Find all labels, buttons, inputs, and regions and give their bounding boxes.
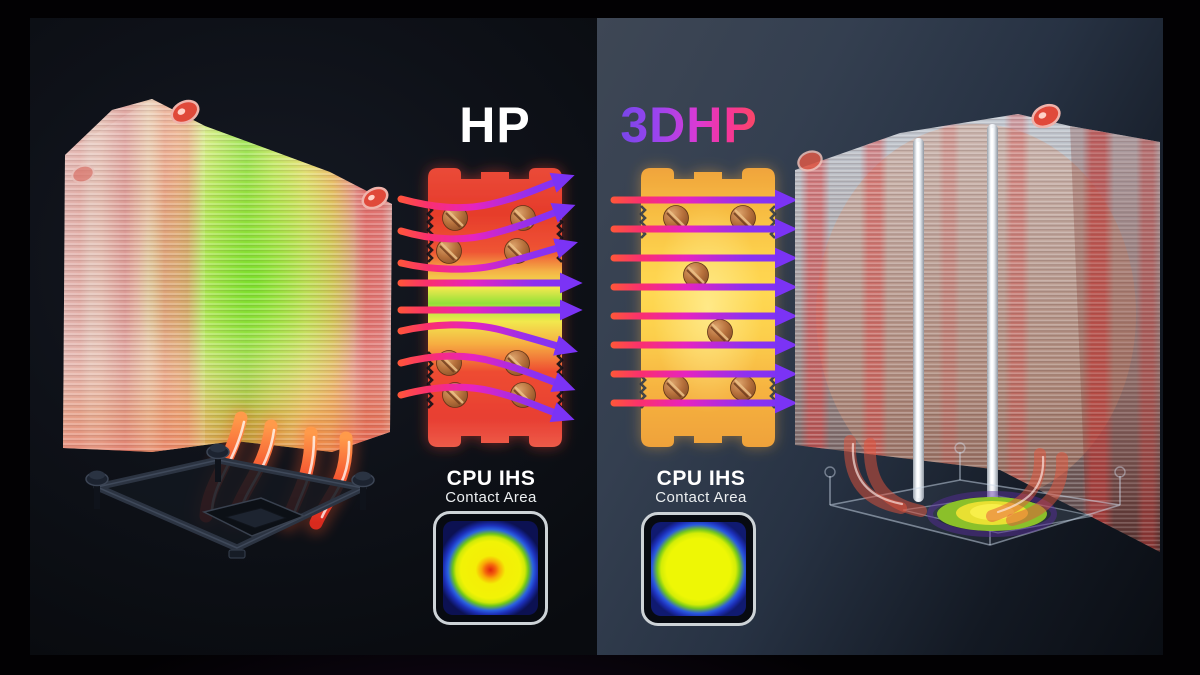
bracket-screws: [85, 443, 375, 559]
copper-pipe-cross-sections-3dhp: [663, 205, 756, 401]
cooler-render-3dhp: [795, 103, 1160, 552]
heatpipe-diagram-hp: [397, 168, 583, 447]
ihs-label-block-hp: CPU IHS Contact Area: [428, 468, 554, 505]
ihs-sublabel: Contact Area: [655, 488, 747, 506]
mounting-bracket: [85, 443, 375, 559]
ihs-thermal-map-3dhp: [651, 522, 746, 616]
ihs-label: CPU IHS: [656, 467, 746, 490]
ihs-thermal-frame-hp: [433, 511, 548, 625]
hp-title: HP: [459, 97, 531, 153]
ihs-label-block-3dhp: CPU IHS Contact Area: [638, 468, 764, 505]
content-frame: HP: [30, 18, 1163, 655]
ihs-thermal-frame-3dhp: [641, 512, 756, 626]
heatpipe-tip-icons: [797, 103, 1061, 172]
translucent-heat-pipes: [843, 435, 1069, 526]
airflow-arrows-3dhp: [610, 189, 798, 414]
ihs-thermal-map-hp: [443, 521, 538, 615]
chrome-pipes: [913, 124, 998, 512]
airflow-arrows-hp: [397, 172, 583, 423]
ihs-label: CPU IHS: [446, 467, 536, 490]
cooler-render-hp: [63, 99, 392, 559]
heatpipe-diagram-3dhp: [610, 168, 798, 447]
dhp-title: 3DHP: [609, 96, 769, 154]
fin-stack-thermal: [63, 99, 392, 452]
heatpipe-tip-icons: [71, 99, 389, 210]
ihs-sublabel: Contact Area: [445, 488, 537, 506]
